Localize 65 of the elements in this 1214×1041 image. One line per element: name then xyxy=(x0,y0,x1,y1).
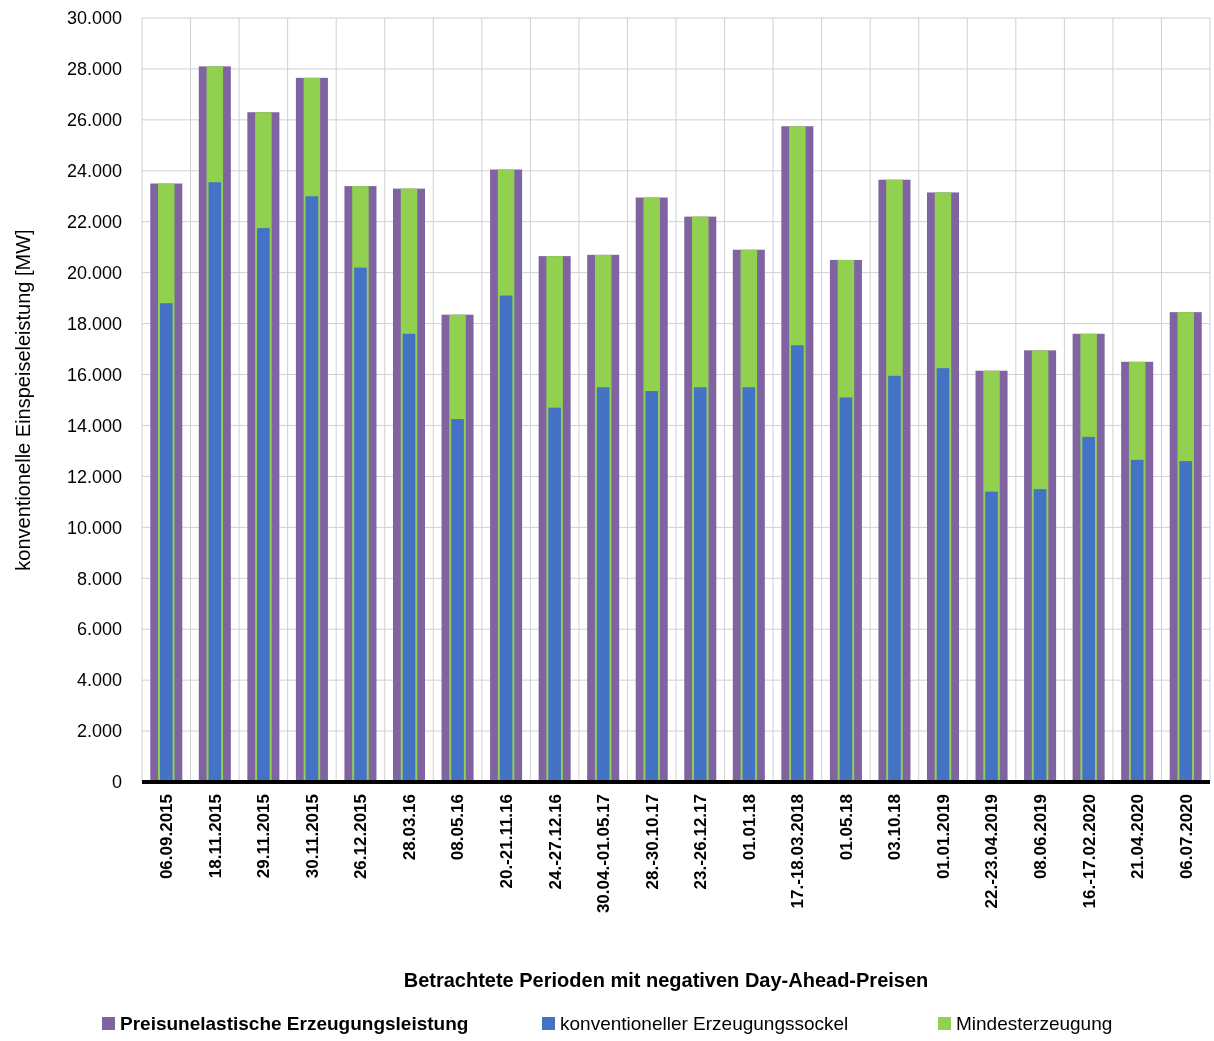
bar xyxy=(936,368,950,782)
x-tick-label: 18.11.2015 xyxy=(205,794,225,879)
x-tick-label: 01.01.18 xyxy=(739,794,759,861)
bar xyxy=(354,267,367,782)
y-tick-label: 4.000 xyxy=(76,670,122,691)
bar xyxy=(451,419,464,782)
y-tick-label: 6.000 xyxy=(76,619,122,640)
bar xyxy=(1033,489,1047,782)
y-tick-label: 16.000 xyxy=(66,364,122,385)
bar xyxy=(985,491,998,782)
x-tick-label: 20.-21.11.16 xyxy=(497,794,517,889)
bar xyxy=(1130,459,1144,782)
bar xyxy=(499,295,513,782)
x-tick-label: 21.04.2020 xyxy=(1128,794,1148,880)
legend-label: Mindesterzeugung xyxy=(956,1013,1113,1034)
x-tick-label: 23.-26.12.17 xyxy=(691,794,711,890)
bar xyxy=(257,228,270,782)
y-tick-label: 30.000 xyxy=(66,8,122,29)
bar xyxy=(1082,436,1095,782)
x-tick-label: 01.01.2019 xyxy=(933,794,953,880)
bar xyxy=(645,391,659,782)
y-tick-label: 10.000 xyxy=(66,517,122,538)
legend-label: Preisunelastische Erzeugungsleistung xyxy=(120,1013,469,1034)
y-tick-label: 14.000 xyxy=(66,415,122,436)
x-tick-label: 08.06.2019 xyxy=(1031,794,1051,880)
y-tick-label: 28.000 xyxy=(66,59,122,80)
x-tick-label: 29.11.2015 xyxy=(254,794,274,879)
x-tick-label: 03.10.18 xyxy=(885,794,905,861)
y-tick-label: 12.000 xyxy=(66,466,122,487)
x-tick-label: 30.11.2015 xyxy=(302,794,322,879)
bar xyxy=(159,303,173,782)
x-tick-label: 24.-27.12.16 xyxy=(545,794,565,890)
x-tick-label: 22.-23.04.2019 xyxy=(982,794,1002,909)
y-tick-label: 26.000 xyxy=(66,110,122,131)
bar xyxy=(888,375,901,782)
bar xyxy=(208,182,222,782)
y-tick-label: 8.000 xyxy=(76,568,122,589)
x-tick-label: 01.05.18 xyxy=(836,794,856,861)
bar xyxy=(1179,461,1193,782)
y-tick-label: 22.000 xyxy=(66,211,122,232)
y-tick-label: 0 xyxy=(111,772,122,793)
y-tick-label: 24.000 xyxy=(66,161,122,182)
legend-label: konventioneller Erzeugungssockel xyxy=(560,1013,849,1034)
x-tick-label: 06.07.2020 xyxy=(1176,794,1196,880)
y-axis-title: konventionelle Einspeiseleistung [MW] xyxy=(12,229,34,571)
bar xyxy=(402,333,416,782)
y-tick-label: 18.000 xyxy=(66,313,122,334)
bar xyxy=(839,397,853,782)
x-tick-label: 26.12.2015 xyxy=(351,794,371,880)
y-tick-label: 2.000 xyxy=(76,721,122,742)
bar xyxy=(596,387,610,782)
x-tick-label: 08.05.16 xyxy=(448,794,468,861)
x-axis-title: Betrachtete Perioden mit negativen Day-Ahead-Preisen xyxy=(403,969,929,991)
bar xyxy=(548,407,561,782)
y-tick-label: 20.000 xyxy=(66,262,122,283)
x-tick-label: 30.04.-01.05.17 xyxy=(594,794,614,914)
x-tick-label: 28.-30.10.17 xyxy=(642,794,662,890)
x-tick-label: 16.-17.02.2020 xyxy=(1079,794,1099,909)
bar xyxy=(791,345,804,782)
bar xyxy=(305,196,319,782)
x-tick-label: 17.-18.03.2018 xyxy=(788,794,808,909)
bar xyxy=(742,387,756,782)
bar xyxy=(693,387,707,782)
x-tick-label: 06.09.2015 xyxy=(157,794,177,880)
x-tick-label: 28.03.16 xyxy=(399,794,419,861)
